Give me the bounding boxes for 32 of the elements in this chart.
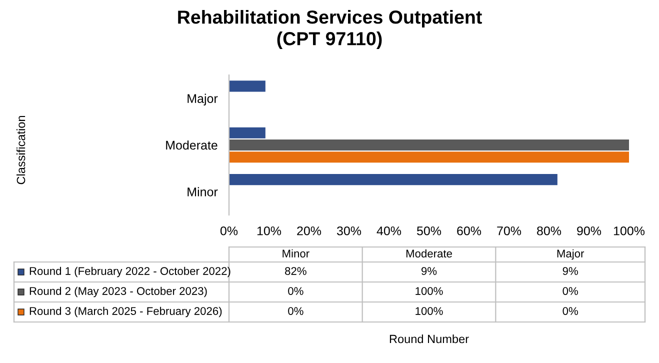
x-tick-label: 40%: [376, 226, 402, 236]
chart-title: Rehabilitation Services Outpatient (CPT 97110): [178, 10, 482, 50]
text: 82%: [285, 267, 306, 275]
x-tick-label: 60%: [457, 226, 482, 236]
x-tick-label: 70%: [497, 226, 522, 236]
x-tick-label: 100%: [614, 226, 645, 236]
text: Round Number: [390, 334, 469, 344]
x-tick-label: 90%: [577, 226, 602, 236]
category-label: Minor: [282, 249, 310, 258]
category-label: Major: [557, 249, 584, 260]
text: 0%: [288, 287, 304, 295]
x-tick-label: 30%: [336, 226, 362, 236]
y-tick-label: Minor: [188, 187, 218, 196]
x-tick-label: 20%: [297, 226, 322, 236]
text: 0%: [288, 307, 304, 315]
legend-label: Round 1 (February 2022 - October 2022): [30, 266, 230, 278]
x-tick-label: 50%: [416, 226, 442, 236]
category-label: Moderate: [406, 249, 452, 258]
x-tick-label: 10%: [257, 226, 282, 236]
text: 9%: [421, 267, 437, 275]
x-tick-label: 0%: [220, 226, 238, 236]
text: Classification: [16, 116, 26, 184]
y-tick-label: Moderate: [166, 140, 218, 150]
text: 100%: [416, 287, 443, 295]
text: 0%: [562, 287, 578, 295]
text: 9%: [562, 267, 578, 275]
text: 0%: [562, 307, 578, 315]
text: 100%: [416, 307, 443, 315]
legend-label: Round 2 (May 2023 - October 2023): [30, 286, 207, 298]
legend-label: Round 3 (March 2025 - February 2026): [30, 306, 222, 318]
x-tick-label: 80%: [537, 226, 562, 236]
y-tick-label: Major: [188, 94, 218, 106]
